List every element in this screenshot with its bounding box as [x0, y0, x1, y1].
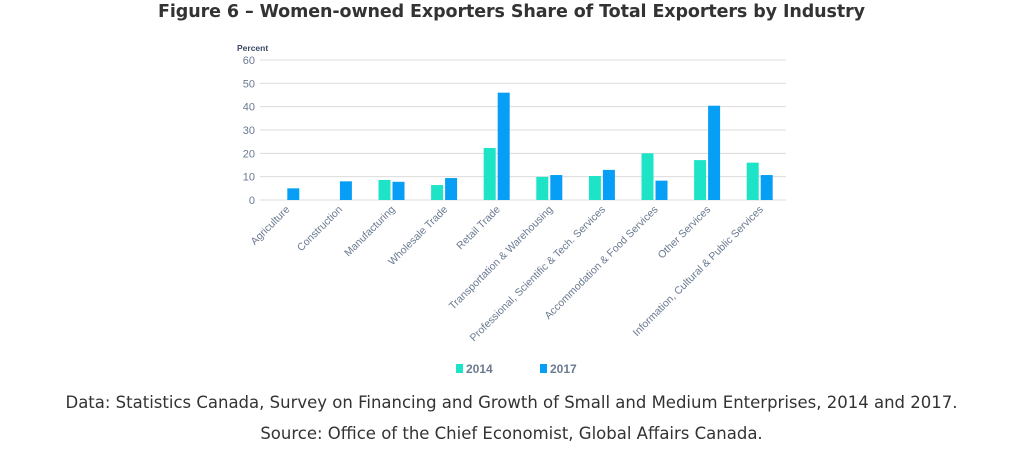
y-tick-label: 0 [249, 195, 255, 207]
y-tick-label: 30 [243, 125, 255, 137]
gridlines [260, 59, 786, 201]
bar-chart: Percent 0 10 20 30 40 50 60 Agriculture Constru… [237, 43, 786, 376]
legend-label-2014: 2014 [466, 362, 493, 376]
bar-2017-2 [392, 181, 405, 200]
bar-2014-7 [641, 153, 654, 200]
bar-2014-3 [431, 185, 444, 200]
y-tick-label: 40 [243, 102, 255, 114]
category-label: Retail Trade [454, 204, 503, 253]
category-label: Other Services [656, 204, 714, 262]
bar-2017-0 [287, 188, 300, 200]
bar-2014-4 [483, 147, 496, 200]
bar-2017-4 [497, 92, 510, 200]
y-axis-label: Percent [237, 43, 268, 53]
legend-swatch-2017 [540, 364, 547, 373]
source-caption: Source: Office of the Chief Economist, G… [260, 424, 763, 443]
y-tick-label: 60 [243, 55, 255, 67]
y-tick-label: 10 [243, 172, 255, 184]
y-tick-label: 50 [243, 78, 255, 90]
data-source-caption: Data: Statistics Canada, Survey on Finan… [65, 393, 958, 412]
category-label: Manufacturing [342, 204, 398, 260]
bar-2017-6 [602, 169, 615, 200]
category-label: Accommodation & Food Services [542, 204, 660, 322]
category-label: Construction [295, 204, 345, 254]
bar-2017-8 [708, 105, 721, 200]
legend-swatch-2014 [456, 364, 463, 373]
bar-2014-2 [378, 179, 391, 200]
legend-label-2017: 2017 [550, 362, 577, 376]
bar-2017-9 [760, 175, 773, 200]
y-tick-label: 20 [243, 148, 255, 160]
category-label: Agriculture [248, 204, 292, 248]
bar-2017-5 [550, 175, 563, 200]
y-tick-labels: 0 10 20 30 40 50 60 [243, 55, 255, 207]
category-labels: Agriculture ConstructionManufacturingWhol… [248, 204, 765, 345]
bar-2017-3 [445, 178, 458, 200]
bars [287, 92, 773, 200]
bar-2017-7 [655, 180, 668, 200]
bar-2014-9 [746, 162, 759, 200]
bar-2014-8 [694, 160, 707, 200]
bar-2014-5 [536, 176, 549, 200]
bar-2014-6 [588, 175, 601, 200]
category-label: Transportation & Warehousing [447, 204, 556, 313]
chart-title: Figure 6 – Women-owned Exporters Share o… [158, 2, 865, 22]
bar-2017-1 [339, 181, 352, 200]
legend: 2014 2017 [456, 362, 577, 376]
